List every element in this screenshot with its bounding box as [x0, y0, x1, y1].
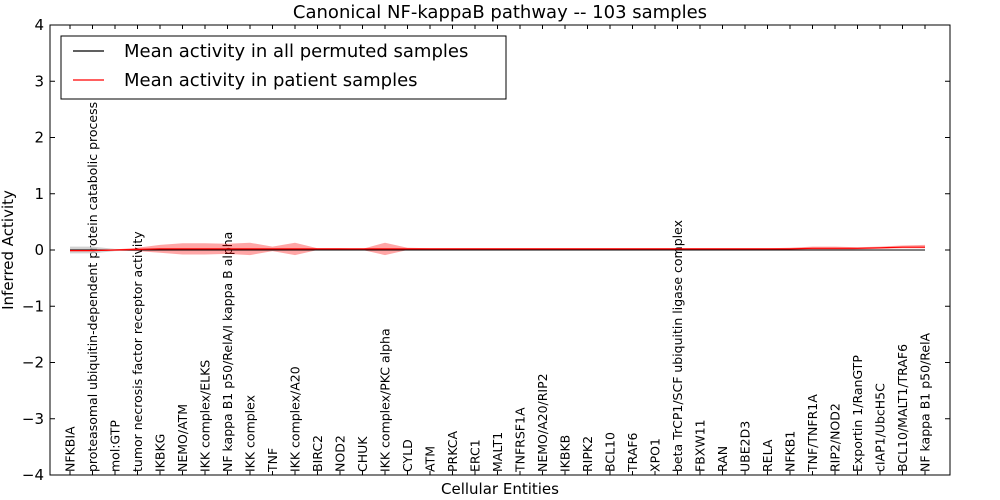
- x-tick-label: UBE2D3: [738, 421, 753, 472]
- x-tick-label: IKK complex: [243, 395, 258, 472]
- x-tick-label: Exportin 1/RanGTP: [850, 355, 865, 472]
- x-tick-label: BIRC2: [310, 435, 325, 472]
- x-axis-label: Cellular Entities: [441, 480, 559, 498]
- legend-label-patient: Mean activity in patient samples: [124, 70, 418, 91]
- x-tick-label: mol:GTP: [108, 420, 123, 472]
- x-tick-label: IKK complex/A20: [288, 366, 303, 472]
- series-line-patient: [70, 246, 925, 252]
- y-tick-label: 0: [34, 241, 44, 259]
- x-tick-label: ERC1: [468, 439, 483, 472]
- x-tick-label: XPO1: [648, 438, 663, 472]
- y-tick-label: 4: [34, 16, 44, 34]
- x-tick-label: cIAP1/UbcH5C: [873, 383, 888, 472]
- legend: Mean activity in all permuted samples Me…: [60, 35, 507, 100]
- plot-area: 4 3 2 1 0 −1 −2 −3 −4 NFKBIA proteasomal ubiquitin…: [22, 16, 950, 484]
- x-tick-label: CYLD: [400, 439, 415, 472]
- legend-box: [60, 35, 507, 100]
- x-tick-label: BCL10: [603, 432, 618, 472]
- chart-title: Canonical NF-kappaB pathway -- 103 sampl…: [293, 2, 707, 23]
- x-tick-label: BCL10/MALT1/TRAF6: [895, 344, 910, 472]
- legend-label-permuted: Mean activity in all permuted samples: [124, 41, 468, 62]
- x-tick-label: MALT1: [490, 432, 505, 472]
- x-tick-label: NFKBIA: [63, 426, 78, 472]
- x-tick-label: FBXW11: [693, 419, 708, 472]
- x-tick-label: RAN: [715, 446, 730, 472]
- x-tick-label: CHUK: [355, 436, 370, 472]
- x-tick-label: NF kappa B1 p50/RelA: [918, 332, 933, 472]
- x-tick-label: PRKCA: [445, 431, 460, 472]
- x-tick-label: TNFRSF1A: [513, 407, 528, 473]
- x-tick-label: NEMO/A20/RIP2: [535, 373, 550, 472]
- y-tick-label: 1: [34, 185, 44, 203]
- x-tick-label: IKK complex/PKC alpha: [378, 328, 393, 472]
- x-tick-label: TRAF6: [625, 432, 640, 473]
- x-tick-label: tumor necrosis factor receptor activity: [130, 231, 145, 472]
- x-tick-label: RIP2/NOD2: [828, 403, 843, 472]
- x-tick-label: NEMO/ATM: [175, 404, 190, 472]
- x-tick-label: TNF/TNFR1A: [805, 394, 820, 473]
- x-tick-label: NFKB1: [783, 431, 798, 472]
- x-tick-label: beta TrCP1/SCF ubiquitin ligase complex: [670, 220, 685, 472]
- x-tick-label: RELA: [760, 439, 775, 472]
- x-tick-label: NF kappa B1 p50/RelA/I kappa B alpha: [220, 232, 235, 472]
- x-tick-label: NOD2: [333, 435, 348, 472]
- x-tick-label: IKBKG: [153, 434, 168, 472]
- x-tick-label: ATM: [423, 446, 438, 472]
- x-tick-label: RIPK2: [580, 436, 595, 472]
- y-tick-label: −4: [22, 466, 44, 484]
- x-tick-label: TNF: [265, 448, 280, 473]
- y-tick-label: 3: [34, 72, 44, 90]
- plot-frame: [49, 24, 951, 476]
- x-tick-label: proteasomal ubiquitin-dependent protein …: [85, 102, 100, 472]
- x-tick-label: IKK complex/ELKS: [198, 360, 213, 472]
- y-tick-label: −3: [22, 410, 44, 428]
- x-tick-label: IKBKB: [558, 435, 573, 472]
- y-tick-label: −2: [22, 354, 44, 372]
- y-axis-label: Inferred Activity: [0, 190, 17, 310]
- y-tick-label: 2: [34, 129, 44, 147]
- y-tick-label: −1: [22, 297, 44, 315]
